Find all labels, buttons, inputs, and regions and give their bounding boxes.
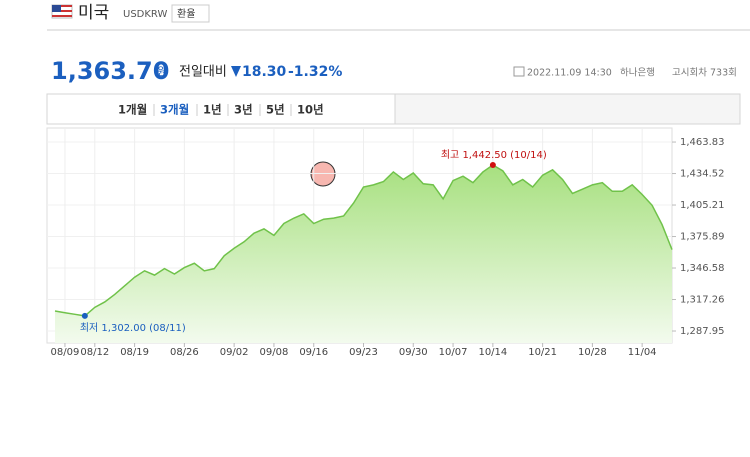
x-tick-label: 11/04 xyxy=(628,347,657,358)
x-tick-label: 10/07 xyxy=(439,347,468,358)
y-tick-label: 1,317.26 xyxy=(680,295,725,306)
y-tick-label: 1,405.21 xyxy=(680,200,725,211)
y-tick-label: 1,434.52 xyxy=(680,169,725,180)
code: USDKRW xyxy=(123,9,167,20)
y-tick-label: 1,287.95 xyxy=(680,326,725,337)
date: 2022.11.09 14:30 xyxy=(527,68,612,79)
min-marker xyxy=(81,312,88,319)
round: 고시회차 733회 xyxy=(672,67,737,79)
down-arrow xyxy=(231,66,241,77)
tab[interactable]: 1년 xyxy=(203,103,222,117)
max-label: 최고 1,442.50 (10/14) xyxy=(441,149,547,161)
change: 18.30 xyxy=(242,64,287,80)
x-tick-label: 09/08 xyxy=(260,347,289,358)
y-tick-label: 1,463.83 xyxy=(680,137,725,148)
x-tick-label: 08/26 xyxy=(170,347,199,358)
x-tick-label: 09/30 xyxy=(399,347,428,358)
tab[interactable]: 1개월 xyxy=(118,103,147,117)
min-label: 최저 1,302.00 (08/11) xyxy=(80,322,186,334)
max-marker xyxy=(489,161,496,168)
x-tick-label: 08/12 xyxy=(80,347,109,358)
y-tick-label: 1,346.58 xyxy=(680,263,725,274)
y-tick-label: 1,375.89 xyxy=(680,232,725,243)
tab[interactable]: 3년 xyxy=(234,103,253,117)
tab[interactable]: 10년 xyxy=(297,103,324,117)
price: 1,363.70 xyxy=(51,57,169,85)
line xyxy=(54,164,673,317)
x-tick-label: 10/14 xyxy=(478,347,507,358)
flag xyxy=(51,4,73,19)
rate-button[interactable] xyxy=(171,4,210,23)
tab-group xyxy=(46,93,396,125)
x-tick-label: 08/09 xyxy=(51,347,80,358)
print-icon[interactable] xyxy=(513,66,525,77)
x-tick-label: 10/21 xyxy=(528,347,557,358)
x-tick-label: 10/28 xyxy=(578,347,607,358)
x-tick-label: 08/19 xyxy=(120,347,149,358)
bank: 하나은행 xyxy=(620,67,655,79)
change-percent: -1.32% xyxy=(288,64,342,80)
rate-button-label: 환율 xyxy=(177,8,195,20)
area xyxy=(55,164,672,343)
tab[interactable]: 5년 xyxy=(266,103,285,117)
change-label: 전일대비 xyxy=(179,65,227,80)
x-tick-label: 09/02 xyxy=(220,347,249,358)
country: 미국 xyxy=(78,3,109,23)
x-tick-label: 09/23 xyxy=(349,347,378,358)
x-tick-label: 09/16 xyxy=(299,347,328,358)
price-unit: 원 xyxy=(157,65,167,78)
tab[interactable]: 3개월 xyxy=(160,103,189,117)
